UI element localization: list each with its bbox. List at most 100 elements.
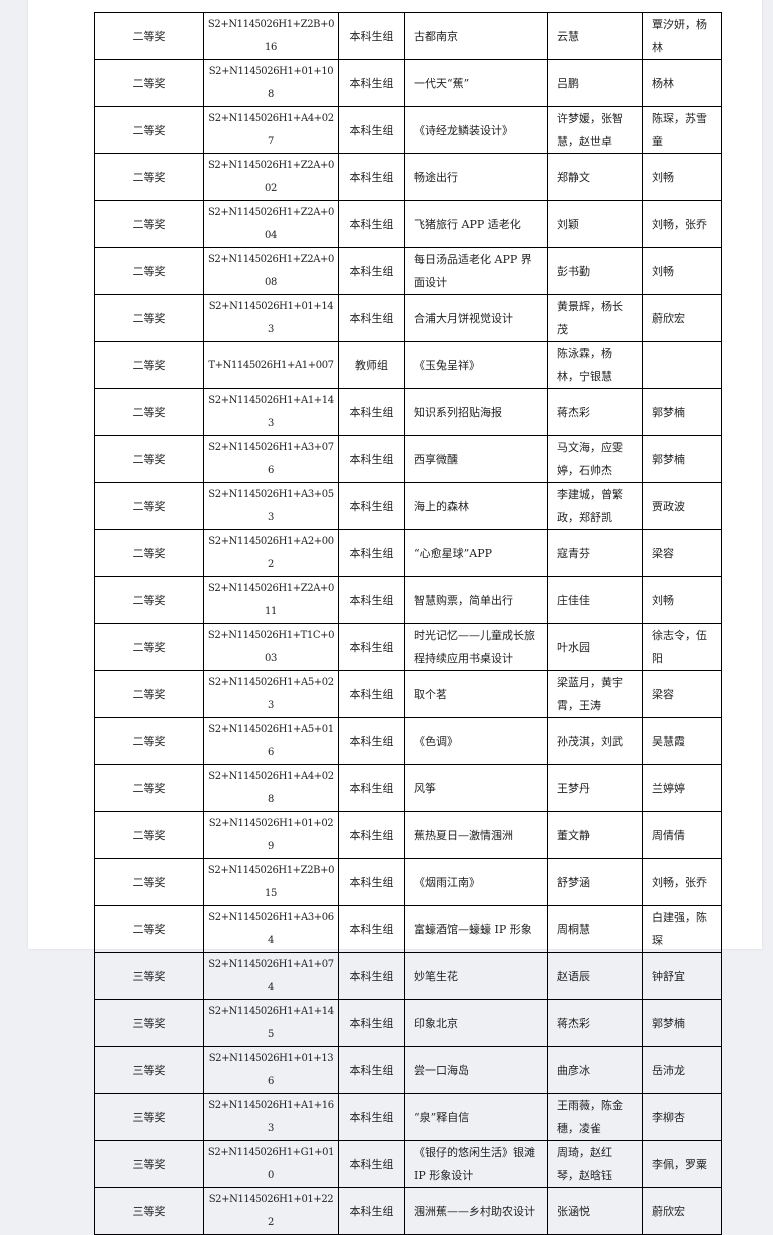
title-cell: 时光记忆——儿童成长旅程持续应用书桌设计 (404, 623, 548, 671)
advisor-cell: 杨林 (642, 59, 722, 107)
advisor-cell: 梁容 (642, 670, 722, 718)
table-row: 三等奖 S2+N1145026H1+A1+145 本科生组 印象北京 蒋杰彩 郭梦楠 (94, 999, 722, 1047)
code-cell: S2+N1145026H1+A1+145 (203, 999, 339, 1047)
code-cell: S2+N1145026H1+A4+028 (203, 764, 339, 812)
authors-cell: 马文海，应雯婷，石帅杰 (547, 435, 643, 483)
award-cell: 三等奖 (94, 1093, 204, 1141)
authors-cell: 舒梦涵 (547, 858, 643, 906)
authors-cell: 寇青芬 (547, 529, 643, 577)
authors-cell: 董文静 (547, 811, 643, 859)
title-cell: 涠洲蕉——乡村助农设计 (404, 1187, 548, 1235)
group-cell: 本科生组 (338, 12, 405, 60)
authors-cell: 王雨薇，陈金穗，凌雀 (547, 1093, 643, 1141)
code-cell: S2+N1145026H1+01+143 (203, 294, 339, 342)
award-cell: 二等奖 (94, 623, 204, 671)
code-cell: S2+N1145026H1+Z2A+002 (203, 153, 339, 201)
code-cell: S2+N1145026H1+01+222 (203, 1187, 339, 1235)
code-cell: S2+N1145026H1+T1C+003 (203, 623, 339, 671)
award-cell: 三等奖 (94, 1046, 204, 1094)
code-cell: S2+N1145026H1+01+108 (203, 59, 339, 107)
group-cell: 本科生组 (338, 482, 405, 530)
advisor-cell: 白建强，陈琛 (642, 905, 722, 953)
title-cell: 取个茗 (404, 670, 548, 718)
title-cell: 海上的森林 (404, 482, 548, 530)
advisor-cell: 刘畅 (642, 247, 722, 295)
title-cell: 每日汤品适老化 APP 界面设计 (404, 247, 548, 295)
title-cell: 一代天“蕉” (404, 59, 548, 107)
advisor-cell: 梁容 (642, 529, 722, 577)
code-cell: S2+N1145026H1+Z2A+008 (203, 247, 339, 295)
group-cell: 本科生组 (338, 200, 405, 248)
authors-cell: 许梦媛，张智慧，赵世卓 (547, 106, 643, 154)
award-cell: 二等奖 (94, 153, 204, 201)
advisor-cell: 刘畅 (642, 576, 722, 624)
code-cell: S2+N1145026H1+A4+027 (203, 106, 339, 154)
group-cell: 本科生组 (338, 435, 405, 483)
award-cell: 二等奖 (94, 388, 204, 436)
group-cell: 本科生组 (338, 106, 405, 154)
code-cell: T+N1145026H1+A1+007 (203, 341, 339, 389)
table-row: 二等奖 S2+N1145026H1+A4+028 本科生组 风筝 王梦丹 兰婷婷 (94, 764, 722, 812)
table-row: 三等奖 S2+N1145026H1+01+222 本科生组 涠洲蕉——乡村助农设计 张涵… (94, 1187, 722, 1235)
group-cell: 本科生组 (338, 59, 405, 107)
advisor-cell (642, 341, 722, 389)
authors-cell: 云慧 (547, 12, 643, 60)
table-row: 二等奖 S2+N1145026H1+A1+143 本科生组 知识系列招贴海报 蒋杰彩 郭梦… (94, 388, 722, 436)
advisor-cell: 郭梦楠 (642, 388, 722, 436)
code-cell: S2+N1145026H1+01+029 (203, 811, 339, 859)
title-cell: 《银仔的悠闲生活》银滩 IP 形象设计 (404, 1140, 548, 1188)
advisor-cell: 陈琛，苏雪童 (642, 106, 722, 154)
advisor-cell: 李柳杏 (642, 1093, 722, 1141)
group-cell: 本科生组 (338, 670, 405, 718)
advisor-cell: 兰婷婷 (642, 764, 722, 812)
advisor-cell: 郭梦楠 (642, 999, 722, 1047)
advisor-cell: 岳沛龙 (642, 1046, 722, 1094)
authors-cell: 郑静文 (547, 153, 643, 201)
award-cell: 二等奖 (94, 341, 204, 389)
table-row: 二等奖 S2+N1145026H1+A4+027 本科生组 《诗经龙鳞装设计》 许梦媛，… (94, 106, 722, 154)
table-row: 二等奖 S2+N1145026H1+T1C+003 本科生组 时光记忆——儿童成长旅程… (94, 623, 722, 671)
award-cell: 二等奖 (94, 12, 204, 60)
code-cell: S2+N1145026H1+Z2A+011 (203, 576, 339, 624)
group-cell: 本科生组 (338, 153, 405, 201)
award-cell: 二等奖 (94, 247, 204, 295)
authors-cell: 周桐慧 (547, 905, 643, 953)
group-cell: 教师组 (338, 341, 405, 389)
table-row: 二等奖 S2+N1145026H1+Z2A+008 本科生组 每日汤品适老化 APP … (94, 247, 722, 295)
group-cell: 本科生组 (338, 247, 405, 295)
group-cell: 本科生组 (338, 623, 405, 671)
authors-cell: 蒋杰彩 (547, 999, 643, 1047)
group-cell: 本科生组 (338, 717, 405, 765)
awards-table: 二等奖 S2+N1145026H1+Z2B+016 本科生组 古都南京 云慧 覃汐妍，杨林… (94, 12, 722, 1235)
table-row: 二等奖 S2+N1145026H1+A3+064 本科生组 富蠔酒馆—蠔蠔 IP 形象… (94, 905, 722, 953)
group-cell: 本科生组 (338, 388, 405, 436)
authors-cell: 刘颖 (547, 200, 643, 248)
authors-cell: 李建城，曾繁政，郑舒凯 (547, 482, 643, 530)
table-row: 二等奖 S2+N1145026H1+Z2A+002 本科生组 畅途出行 郑静文 刘畅 (94, 153, 722, 201)
advisor-cell: 郭梦楠 (642, 435, 722, 483)
advisor-cell: 刘畅 (642, 153, 722, 201)
advisor-cell: 覃汐妍，杨林 (642, 12, 722, 60)
group-cell: 本科生组 (338, 952, 405, 1000)
group-cell: 本科生组 (338, 1046, 405, 1094)
code-cell: S2+N1145026H1+A3+076 (203, 435, 339, 483)
table-row: 三等奖 S2+N1145026H1+A1+163 本科生组 “泉”释自信 王雨薇，陈金穗… (94, 1093, 722, 1141)
advisor-cell: 李佩，罗粟 (642, 1140, 722, 1188)
award-cell: 二等奖 (94, 858, 204, 906)
table-row: 二等奖 S2+N1145026H1+A3+076 本科生组 西享微醺 马文海，应雯婷，石… (94, 435, 722, 483)
table-row: 二等奖 S2+N1145026H1+A3+053 本科生组 海上的森林 李建城，曾繁政，… (94, 482, 722, 530)
group-cell: 本科生组 (338, 764, 405, 812)
award-cell: 二等奖 (94, 670, 204, 718)
table-row: 二等奖 S2+N1145026H1+Z2B+015 本科生组 《烟雨江南》 舒梦涵 刘畅，… (94, 858, 722, 906)
title-cell: 《玉兔呈祥》 (404, 341, 548, 389)
document-page: 二等奖 S2+N1145026H1+Z2B+016 本科生组 古都南京 云慧 覃汐妍，杨林… (28, 0, 762, 1235)
title-cell: 飞猪旅行 APP 适老化 (404, 200, 548, 248)
advisor-cell: 钟舒宜 (642, 952, 722, 1000)
code-cell: S2+N1145026H1+Z2B+015 (203, 858, 339, 906)
code-cell: S2+N1145026H1+A1+163 (203, 1093, 339, 1141)
title-cell: 《色调》 (404, 717, 548, 765)
award-cell: 二等奖 (94, 106, 204, 154)
authors-cell: 庄佳佳 (547, 576, 643, 624)
title-cell: 风筝 (404, 764, 548, 812)
awards-table-body: 二等奖 S2+N1145026H1+Z2B+016 本科生组 古都南京 云慧 覃汐妍，杨林… (94, 12, 722, 1235)
